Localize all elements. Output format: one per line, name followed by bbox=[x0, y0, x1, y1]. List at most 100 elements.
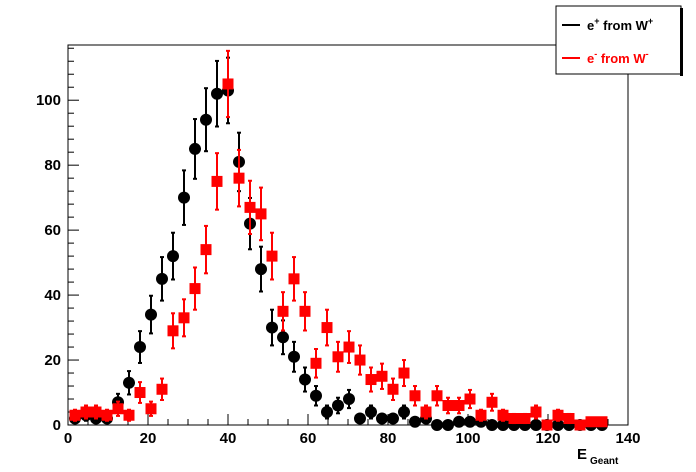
data-point bbox=[530, 406, 542, 418]
data-point bbox=[552, 419, 564, 431]
data-point bbox=[156, 272, 168, 285]
x-axis-label: E bbox=[577, 446, 587, 463]
data-point bbox=[266, 250, 278, 262]
data-point bbox=[387, 383, 399, 395]
data-point bbox=[574, 419, 586, 431]
y-tick-label: 20 bbox=[44, 352, 61, 369]
data-point bbox=[288, 273, 300, 285]
x-tick-label: 120 bbox=[535, 430, 560, 447]
data-point bbox=[156, 383, 168, 395]
data-point bbox=[299, 373, 311, 386]
x-tick-label: 80 bbox=[380, 430, 397, 447]
data-point bbox=[233, 172, 245, 184]
plot-frame bbox=[67, 44, 629, 426]
data-point bbox=[90, 406, 102, 418]
data-point bbox=[321, 406, 333, 419]
data-point bbox=[596, 416, 608, 428]
data-point bbox=[145, 403, 157, 415]
data-point bbox=[244, 201, 256, 213]
data-point bbox=[178, 312, 190, 324]
data-point bbox=[376, 412, 388, 425]
data-point bbox=[200, 244, 212, 256]
y-tick-label: 40 bbox=[44, 287, 61, 304]
data-point bbox=[486, 396, 498, 408]
data-point bbox=[365, 406, 377, 419]
data-point bbox=[255, 263, 267, 276]
data-point bbox=[255, 208, 267, 220]
data-point bbox=[310, 389, 322, 402]
legend: e+ from W+ e- from W- bbox=[555, 5, 683, 76]
data-point bbox=[211, 87, 223, 100]
data-point bbox=[409, 390, 421, 402]
data-point bbox=[497, 409, 509, 421]
data-point bbox=[123, 376, 135, 389]
data-point bbox=[354, 412, 366, 425]
data-point bbox=[552, 409, 564, 421]
data-point bbox=[123, 409, 135, 421]
data-point bbox=[277, 331, 289, 344]
data-point bbox=[585, 416, 597, 428]
data-point bbox=[189, 283, 201, 295]
data-point bbox=[310, 357, 322, 369]
data-point bbox=[277, 305, 289, 317]
y-tick-label: 60 bbox=[44, 222, 61, 239]
x-tick-label: 40 bbox=[220, 430, 237, 447]
data-point bbox=[541, 419, 553, 431]
data-point bbox=[563, 413, 575, 425]
data-point bbox=[69, 409, 81, 421]
y-tick-label: 100 bbox=[36, 92, 61, 109]
x-tick-label: 60 bbox=[300, 430, 317, 447]
data-point bbox=[519, 413, 531, 425]
data-point bbox=[442, 400, 454, 412]
data-point bbox=[398, 367, 410, 379]
data-point bbox=[189, 142, 201, 155]
x-tick-label: 0 bbox=[64, 430, 72, 447]
data-point bbox=[409, 415, 421, 428]
data-point bbox=[112, 403, 124, 415]
data-point bbox=[332, 399, 344, 412]
data-point bbox=[431, 390, 443, 402]
data-point bbox=[508, 413, 520, 425]
data-point bbox=[464, 415, 476, 428]
data-point bbox=[134, 387, 146, 399]
data-point bbox=[288, 350, 300, 363]
legend-box-shadow bbox=[680, 8, 683, 76]
data-point bbox=[530, 419, 542, 431]
data-point bbox=[134, 341, 146, 354]
data-point bbox=[343, 393, 355, 406]
data-point bbox=[486, 419, 498, 431]
data-point bbox=[453, 400, 465, 412]
x-axis-label-subscript: Geant bbox=[590, 456, 619, 467]
data-point bbox=[398, 406, 410, 419]
data-point bbox=[431, 419, 443, 431]
data-point bbox=[167, 250, 179, 263]
data-point bbox=[464, 393, 476, 405]
data-point bbox=[299, 305, 311, 317]
data-point bbox=[442, 419, 454, 431]
series-layer bbox=[69, 49, 608, 431]
x-tick-label: 140 bbox=[615, 430, 640, 447]
data-point bbox=[365, 374, 377, 386]
data-point bbox=[453, 415, 465, 428]
legend-box bbox=[555, 5, 682, 75]
data-point bbox=[497, 419, 509, 431]
data-point bbox=[222, 78, 234, 90]
series-2 bbox=[69, 49, 608, 431]
y-tick-label: 0 bbox=[53, 417, 61, 434]
data-point bbox=[101, 409, 113, 421]
x-tick-label: 100 bbox=[455, 430, 480, 447]
data-point bbox=[376, 370, 388, 382]
data-point bbox=[211, 175, 223, 187]
data-point bbox=[178, 191, 190, 204]
data-point bbox=[354, 354, 366, 366]
data-point bbox=[200, 113, 212, 126]
data-point bbox=[266, 321, 278, 334]
data-point bbox=[145, 308, 157, 321]
y-tick-label: 80 bbox=[44, 157, 61, 174]
legend-entry-1: e+ from W+ bbox=[587, 16, 653, 33]
data-point bbox=[475, 409, 487, 421]
series-1 bbox=[69, 56, 608, 431]
data-point bbox=[387, 412, 399, 425]
data-point bbox=[80, 406, 92, 418]
